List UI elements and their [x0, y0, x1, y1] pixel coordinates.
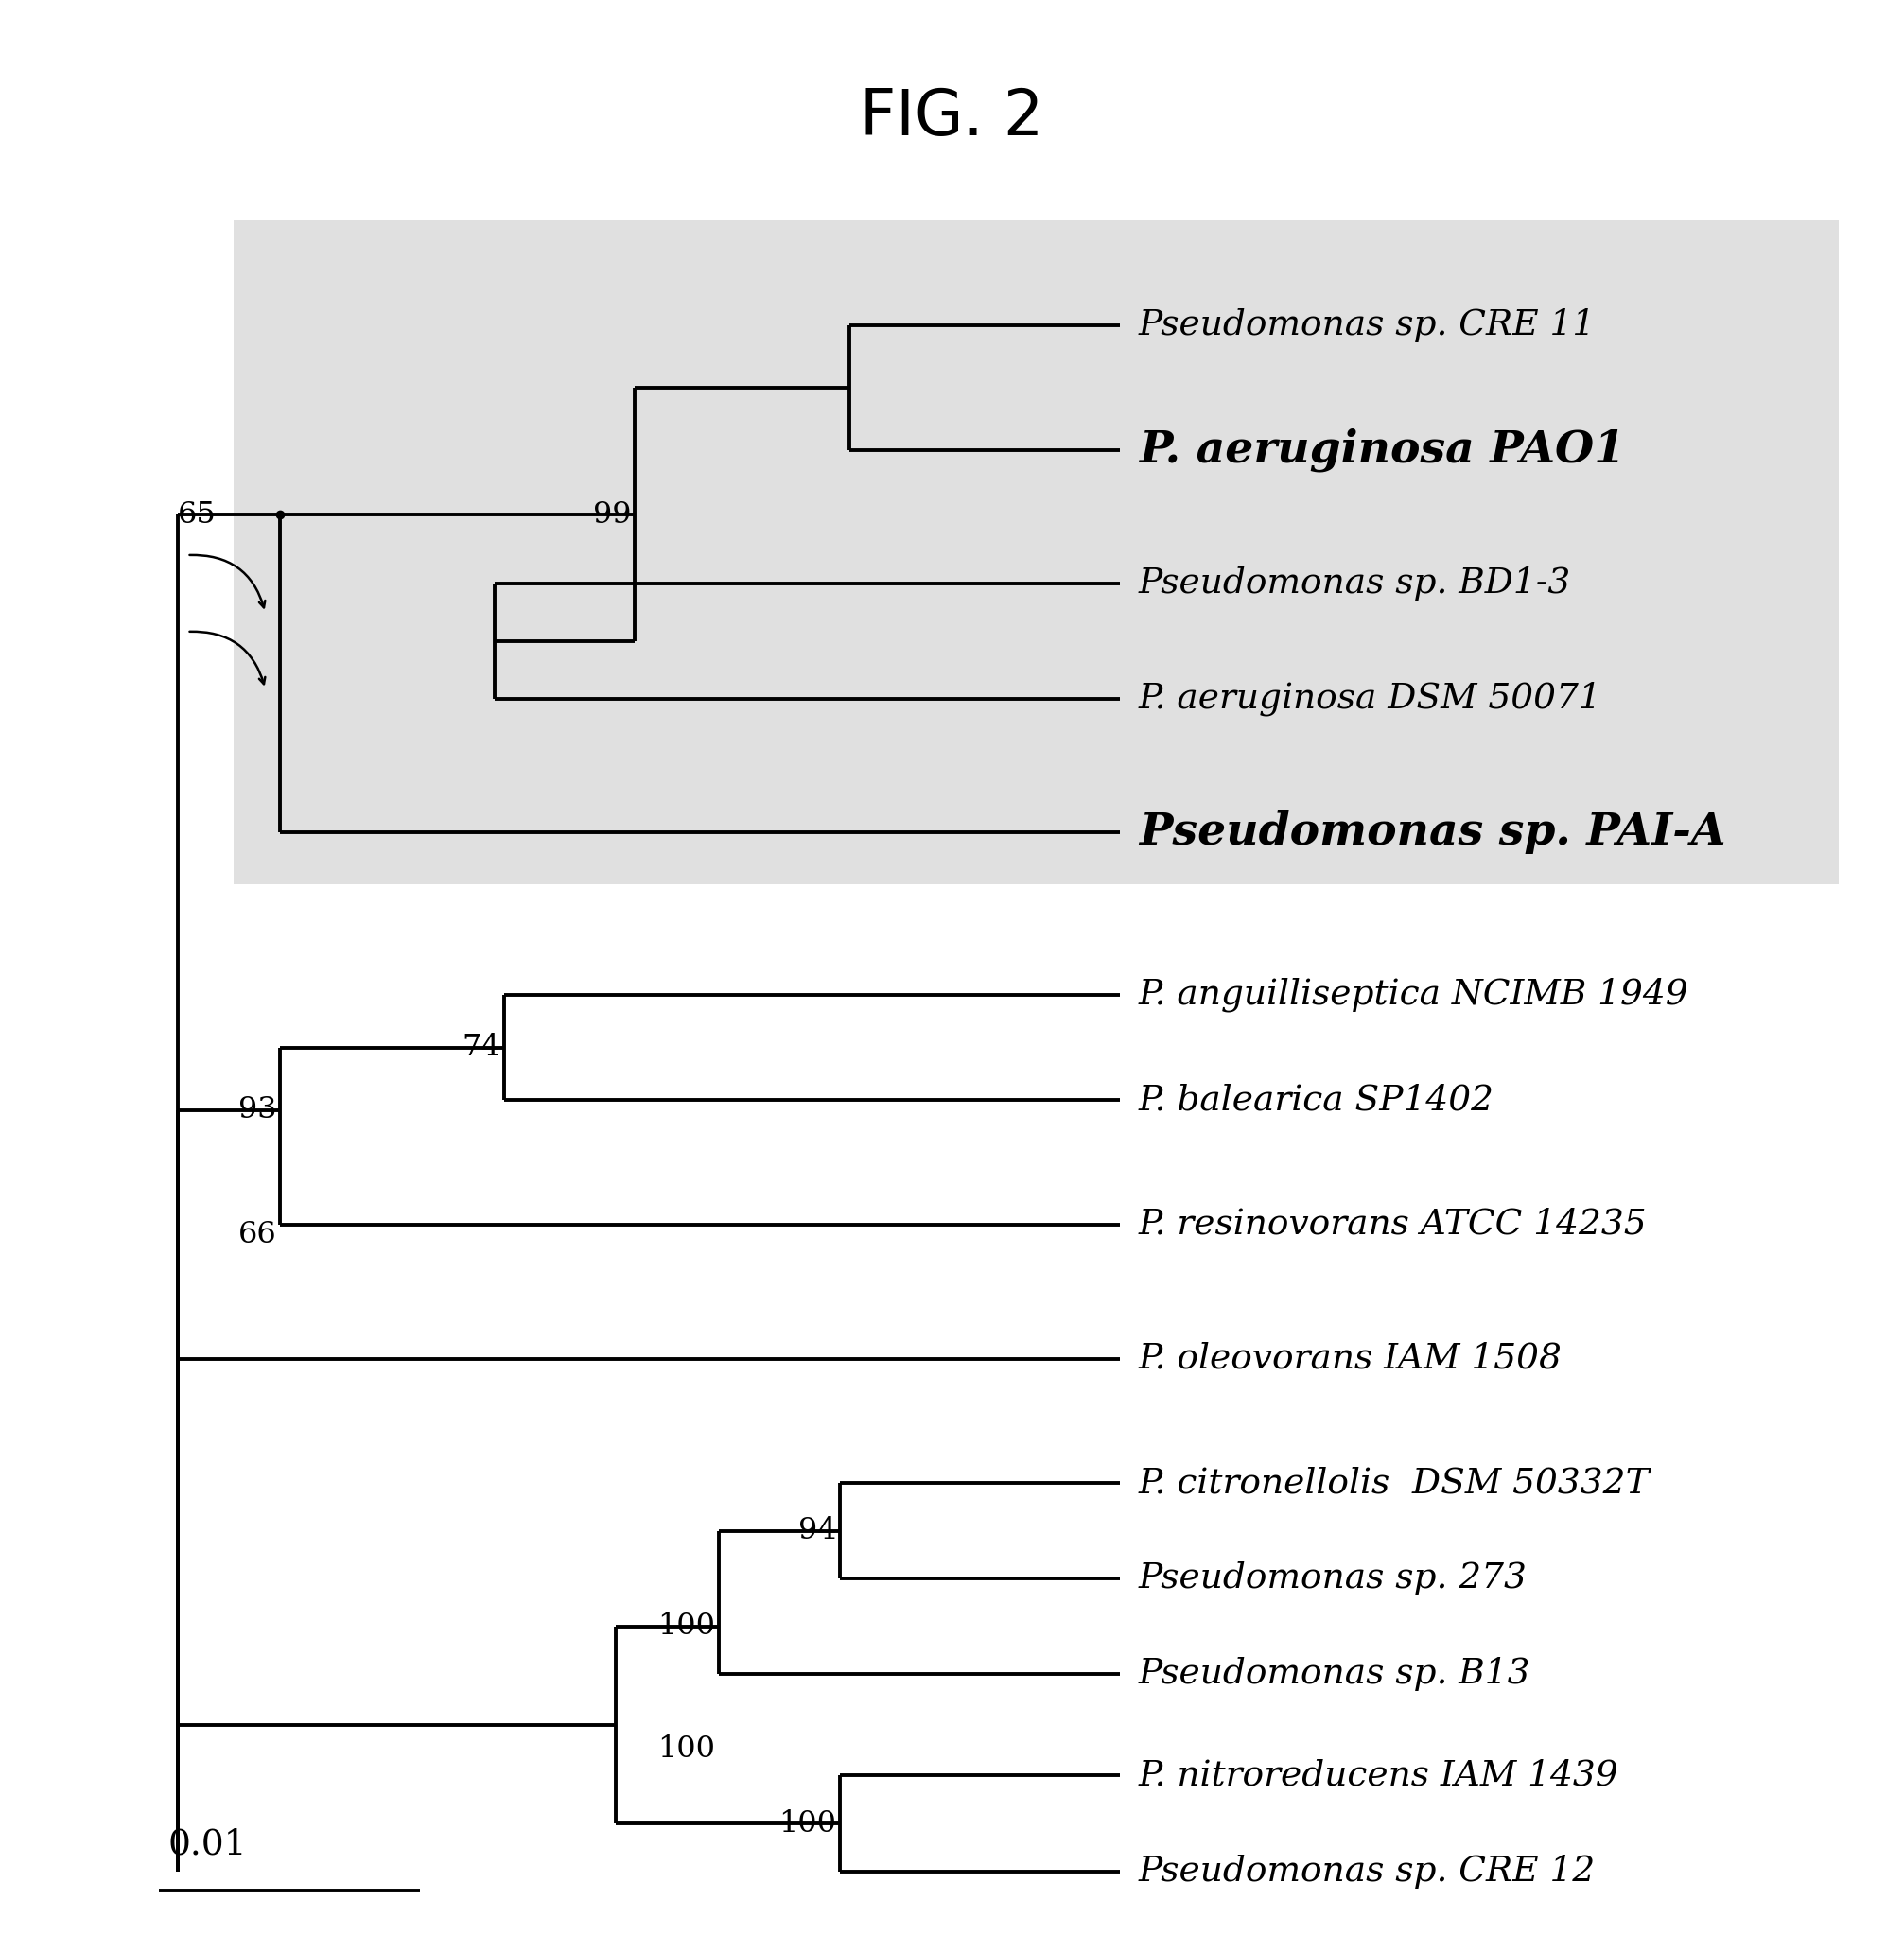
Text: 100: 100	[779, 1810, 836, 1839]
Text: 74: 74	[463, 1033, 501, 1062]
Text: P. aeruginosa DSM 50071: P. aeruginosa DSM 50071	[1139, 681, 1601, 716]
Text: 94: 94	[798, 1517, 836, 1546]
Text: P. oleovorans IAM 1508: P. oleovorans IAM 1508	[1139, 1341, 1561, 1376]
Text: Pseudomonas sp. BD1-3: Pseudomonas sp. BD1-3	[1139, 566, 1571, 601]
Text: 66: 66	[238, 1220, 276, 1249]
Text: Pseudomonas sp. PAI-A: Pseudomonas sp. PAI-A	[1139, 810, 1725, 855]
Text: Pseudomonas sp. CRE 11: Pseudomonas sp. CRE 11	[1139, 308, 1596, 344]
Text: 65: 65	[177, 500, 217, 529]
Text: 100: 100	[657, 1612, 716, 1642]
Text: P. nitroreducens IAM 1439: P. nitroreducens IAM 1439	[1139, 1759, 1618, 1792]
Text: Pseudomonas sp. B13: Pseudomonas sp. B13	[1139, 1657, 1531, 1690]
FancyArrowPatch shape	[190, 554, 265, 607]
Text: 93: 93	[238, 1095, 276, 1124]
Text: P. anguilliseptica NCIMB 1949: P. anguilliseptica NCIMB 1949	[1139, 978, 1689, 1013]
Text: 0.01: 0.01	[168, 1827, 248, 1862]
FancyBboxPatch shape	[234, 221, 1837, 884]
Text: 99: 99	[592, 500, 630, 529]
Text: P. balearica SP1402: P. balearica SP1402	[1139, 1083, 1495, 1117]
Text: P. citronellolis  DSM 50332T: P. citronellolis DSM 50332T	[1139, 1466, 1651, 1499]
Text: P. resinovorans ATCC 14235: P. resinovorans ATCC 14235	[1139, 1208, 1647, 1241]
Text: Pseudomonas sp. CRE 12: Pseudomonas sp. CRE 12	[1139, 1854, 1596, 1888]
Text: Pseudomonas sp. 273: Pseudomonas sp. 273	[1139, 1562, 1527, 1595]
Text: 100: 100	[657, 1733, 716, 1763]
Text: P. aeruginosa PAO1: P. aeruginosa PAO1	[1139, 427, 1624, 472]
FancyArrowPatch shape	[190, 632, 265, 683]
Text: FIG. 2: FIG. 2	[861, 86, 1043, 148]
